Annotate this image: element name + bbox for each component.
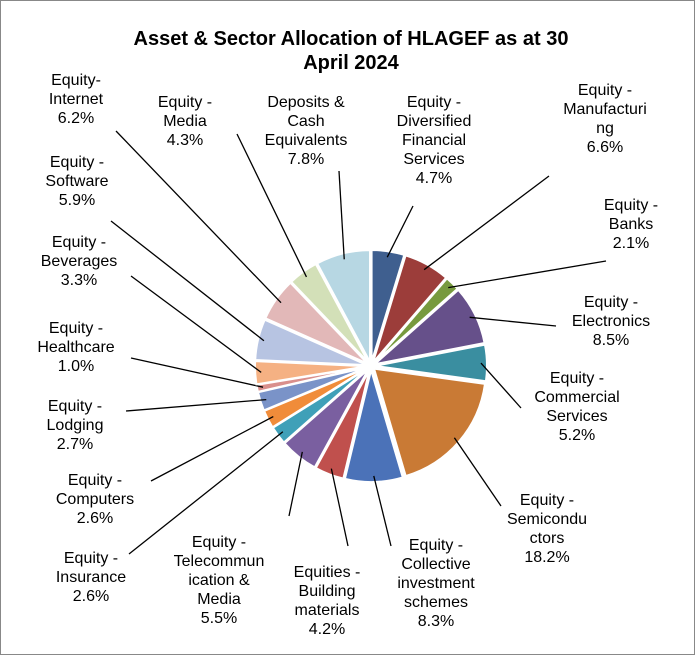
value-label: 1.0% — [57, 358, 95, 375]
value-label: 7.8% — [287, 151, 325, 168]
leader-line — [423, 175, 550, 271]
value-label: 5.9% — [58, 192, 96, 209]
chart-title: Asset & Sector Allocation of HLAGEF as a… — [133, 28, 569, 74]
value-label: 2.6% — [72, 588, 110, 605]
leader-line — [130, 357, 264, 388]
pie-slice — [373, 276, 459, 364]
leader-line — [338, 170, 345, 260]
leader-line — [115, 130, 282, 304]
category-label: Equity - Manufacturing — [563, 82, 647, 137]
slice-label: Deposits & Cash Equivalents 7.8% — [251, 93, 361, 169]
slice-label: Equity - Software 5.9% — [32, 153, 122, 210]
leader-line — [128, 431, 284, 555]
leader-line — [130, 275, 262, 373]
category-label: Equity - Diversified Financial Services — [396, 94, 472, 168]
slice-label: Equity - Commercial Services 5.2% — [522, 369, 632, 445]
slice-label: Equity - Computers 2.6% — [40, 471, 150, 528]
category-label: Equity - Software — [45, 154, 109, 190]
category-label: Equity - Media — [157, 94, 213, 130]
pie-slice — [254, 360, 368, 386]
leader-line — [125, 398, 267, 412]
category-label: Equity - Healthcare — [37, 320, 115, 356]
pie-slice — [289, 262, 370, 364]
category-label: Equity- Internet — [48, 72, 104, 108]
value-label: 5.5% — [200, 610, 238, 627]
value-label: 8.5% — [592, 332, 630, 349]
pie-slice — [315, 249, 372, 363]
category-label: Equity - Electronics — [571, 294, 651, 330]
slice-label: Equity - Collective investment schemes 8.… — [381, 536, 491, 631]
category-label: Equities - Building materials — [293, 564, 361, 619]
category-label: Equity - Telecommunication & Media — [173, 534, 265, 608]
value-label: 4.7% — [415, 170, 453, 187]
leader-line — [236, 133, 308, 278]
value-label: 6.6% — [586, 139, 624, 156]
category-label: Equity - Semiconductors — [506, 492, 588, 547]
slice-label: Equity - Lodging 2.7% — [30, 397, 120, 454]
value-label: 2.7% — [56, 436, 94, 453]
slice-label: Equity - Banks 2.1% — [591, 196, 671, 253]
leader-line — [448, 260, 607, 289]
slice-label: Equity- Internet 6.2% — [36, 71, 116, 128]
leader-line — [150, 415, 274, 482]
pie-slice — [371, 288, 486, 366]
slice-label: Equities - Building materials 4.2% — [277, 563, 377, 639]
value-label: 8.3% — [417, 613, 455, 630]
pie-slice — [371, 254, 448, 364]
slice-label: Equity - Insurance 2.6% — [46, 549, 136, 606]
slice-label: Equity - Beverages 3.3% — [24, 233, 134, 290]
leader-line — [469, 316, 557, 327]
category-label: Equity - Banks — [603, 197, 659, 233]
value-label: 2.1% — [612, 235, 650, 252]
value-label: 5.2% — [558, 427, 596, 444]
slice-label: Equity - Telecommunication & Media 5.5% — [173, 533, 265, 628]
leader-line — [453, 437, 502, 507]
value-label: 6.2% — [57, 110, 95, 127]
leader-line — [288, 451, 303, 517]
value-label: 3.3% — [60, 272, 98, 289]
category-label: Equity - Insurance — [55, 550, 127, 586]
value-label: 2.6% — [76, 510, 114, 527]
slice-label: Equity - Healthcare 1.0% — [21, 319, 131, 376]
leader-line — [373, 475, 392, 547]
leader-line — [110, 220, 265, 342]
slice-label: Equity - Electronics 8.5% — [561, 293, 661, 350]
category-label: Equity - Lodging — [46, 398, 104, 434]
value-label: 4.3% — [166, 132, 204, 149]
leader-line — [386, 205, 414, 258]
pie-slice — [254, 318, 368, 367]
slice-label: Equity - Semiconductors 18.2% — [503, 491, 591, 567]
category-label: Equity - Computers — [55, 472, 135, 508]
pie-slice — [370, 249, 406, 363]
pie-slice — [374, 343, 488, 383]
pie-slice — [264, 281, 369, 365]
category-label: Deposits & Cash Equivalents — [264, 94, 348, 149]
slice-label: Equity - Media 4.3% — [145, 93, 225, 150]
pie-slice — [314, 369, 371, 480]
category-label: Equity - Commercial Services — [534, 370, 620, 425]
leader-line — [480, 362, 522, 409]
leader-line — [330, 468, 349, 547]
pie-slice — [343, 366, 405, 483]
category-label: Equity - Beverages — [40, 234, 118, 270]
category-label: Equity - Collective investment schemes — [397, 537, 475, 611]
value-label: 4.2% — [308, 621, 346, 638]
slice-label: Equity - Diversified Financial Services 4… — [384, 93, 484, 188]
slice-label: Equity - Manufacturing 6.6% — [560, 81, 650, 157]
value-label: 18.2% — [524, 549, 570, 566]
pie-slice — [372, 367, 487, 478]
pie-slice — [283, 368, 370, 469]
